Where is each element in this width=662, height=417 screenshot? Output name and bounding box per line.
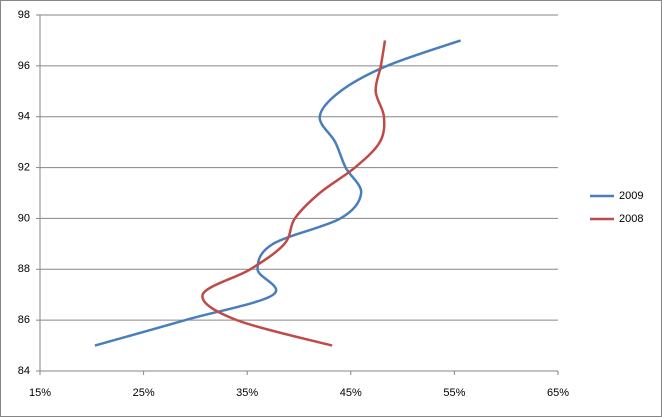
y-tick-label: 86: [18, 314, 30, 326]
x-tick-label: 35%: [236, 387, 258, 399]
x-tick-label: 45%: [340, 387, 362, 399]
y-tick-label: 84: [18, 365, 30, 377]
x-tick-label: 15%: [29, 387, 51, 399]
line-series: [94, 39, 462, 347]
x-tick-label: 55%: [443, 387, 465, 399]
y-tick-label: 94: [18, 111, 30, 123]
y-tick-label: 90: [18, 212, 30, 224]
line-series: [201, 40, 387, 347]
x-tick-label: 65%: [547, 387, 569, 399]
x-tick-label: 25%: [133, 387, 155, 399]
legend-label: 2009: [619, 190, 643, 202]
legend-label: 2008: [619, 213, 643, 225]
y-tick-label: 96: [18, 60, 30, 72]
y-tick-label: 98: [18, 9, 30, 21]
y-tick-label: 92: [18, 161, 30, 173]
y-tick-label: 88: [18, 263, 30, 275]
